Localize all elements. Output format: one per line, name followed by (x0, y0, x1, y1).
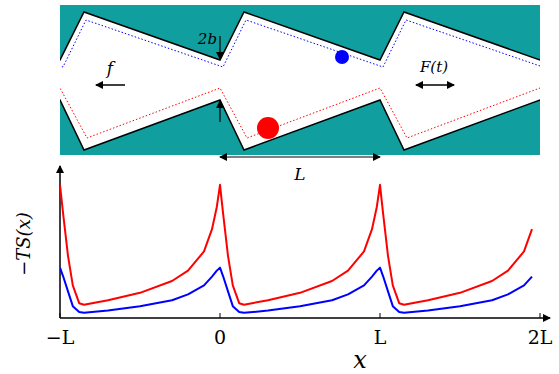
series-line (60, 268, 532, 313)
x-tick (380, 313, 381, 318)
period-arrow (220, 156, 380, 157)
drive-arrow (416, 84, 454, 86)
figure: 2b f F(t) L −L 0 L 2L x −TS(x) (0, 0, 559, 374)
lower-wall (60, 100, 540, 150)
x-axis (60, 317, 550, 319)
x-tick (60, 313, 61, 318)
drive-label: F(t) (419, 58, 448, 76)
x-tick-label: 2L (528, 326, 553, 348)
small-particle-path (60, 20, 540, 67)
large-particle-path (60, 88, 540, 138)
x-tick-label: 0 (214, 326, 226, 348)
force-arrow (96, 84, 125, 86)
x-tick-label: L (374, 326, 387, 348)
x-tick (540, 313, 541, 318)
small-particle (335, 50, 349, 64)
large-particle (257, 117, 279, 139)
gap-arrow (219, 101, 220, 122)
gap-arrow (219, 36, 220, 59)
x-axis-label: x (353, 346, 367, 374)
y-axis-label: −TS(x) (13, 212, 34, 276)
force-label: f (105, 58, 116, 78)
channel (60, 12, 540, 150)
period-label: L (293, 164, 305, 184)
gap-label: 2b (197, 30, 217, 48)
plot-area (60, 185, 532, 313)
x-tick-label: −L (46, 326, 75, 348)
series-line (60, 185, 532, 305)
x-tick (220, 313, 221, 318)
channel-interior (60, 12, 540, 150)
